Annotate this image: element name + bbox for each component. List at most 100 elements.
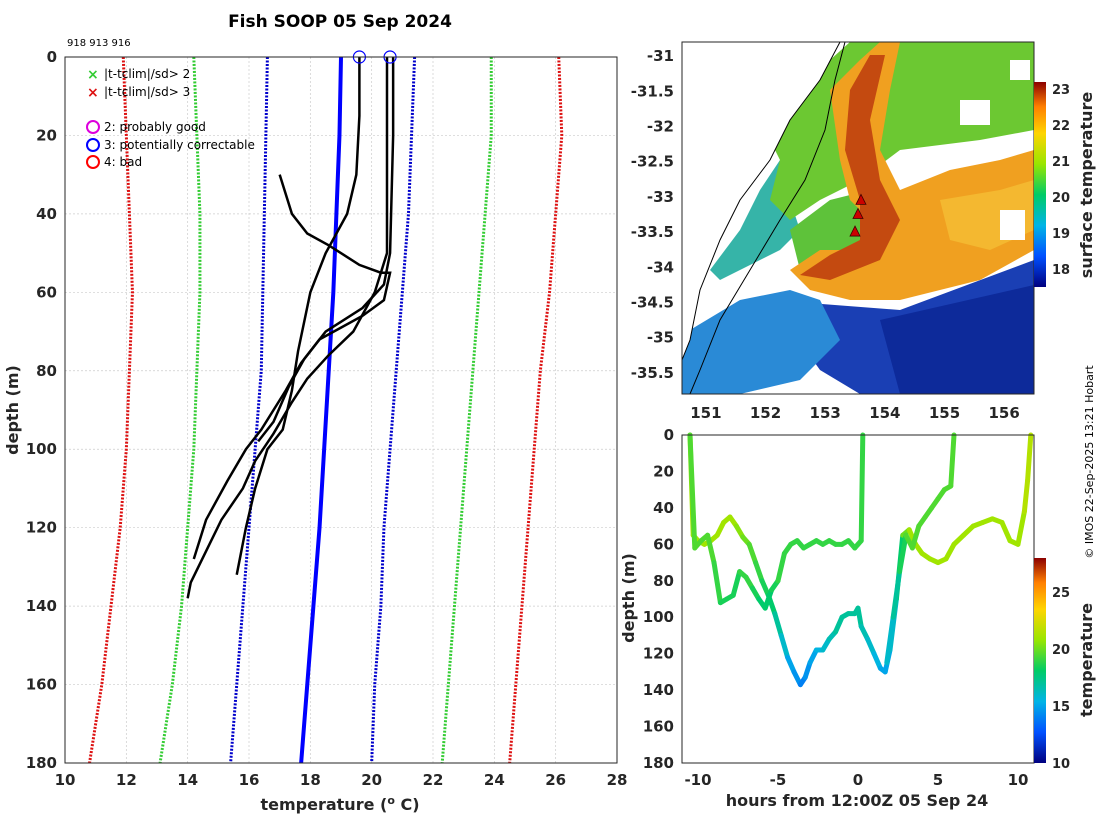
track-b-seg-12 [762,587,775,611]
map-coastline [682,42,841,361]
track-b-seg-7 [730,569,743,598]
legend-sd2-label: |t-tclim|/sd> 2 [104,67,190,81]
profile-913 [235,57,361,575]
map-land [682,42,840,360]
temp-cb-tick-25: 25 [1052,586,1070,601]
temp-colorbar-ticks: 10 15 20 25 [1052,586,1070,772]
track-c-seg-2 [897,532,909,575]
track-c-seg-1 [890,569,903,620]
track-a-seg-15 [778,632,791,660]
track-xlabel: hours from 12:00Z 05 Sep 24 [726,791,988,810]
track-c-seg-4 [909,523,922,551]
track-xtick-10: 10 [1008,771,1029,789]
climatology-lines [88,56,564,764]
map-ytick--34: -34 [647,258,674,276]
track-b-seg-4 [711,560,723,606]
track-a-seg-48 [999,519,1013,544]
profile-ylabel: depth (m) [3,365,22,455]
ytick-80: 80 [36,362,57,380]
depth-time-series [687,432,1034,688]
ytick-140: 140 [26,597,57,615]
track-ytick-80: 80 [653,572,674,590]
legend-flag3-marker [86,138,100,152]
track-ytick-160: 160 [643,718,674,736]
clim-mean-line [299,56,343,764]
legend-flag2-marker [86,120,100,134]
legend-sd3-label: |t-tclim|/sd> 3 [104,85,190,99]
track-c-seg-0 [884,614,896,666]
track-xtick--5: -5 [770,771,787,789]
map-ytick--33: -33 [647,188,674,206]
xtick-22: 22 [423,771,444,789]
legend-flag2-label: 2: probably good [104,120,206,134]
xtick-10: 10 [55,771,76,789]
clim-plus2sd-line [440,57,493,764]
station-ids: 918 913 916 [67,38,131,49]
map-stations [849,193,867,237]
track-a-seg-31 [871,651,883,671]
track-a-seg-24 [833,614,845,635]
track-b-seg-14 [775,550,787,584]
track-xtick-5: 5 [933,771,943,789]
sst-colorbar-ticks: 18 19 20 21 22 23 [1052,83,1070,278]
temperature-profiles [186,57,395,599]
map-ytick--34.5: -34.5 [631,293,674,311]
legend-sd2-marker: × [87,67,99,83]
sst-cb-tick-22: 22 [1052,119,1070,134]
track-ytick-40: 40 [653,499,674,517]
ytick-100: 100 [26,440,57,458]
profile-xlabel: temperature (o C) [260,794,419,815]
sst-cb-tick-21: 21 [1052,155,1070,170]
track-ytick-100: 100 [643,608,674,626]
track-a-seg-28 [855,605,864,629]
map-warm-band [760,42,1034,220]
map-xtick-156: 156 [989,404,1020,422]
map-xtick-154: 154 [869,404,900,422]
track-ytick-20: 20 [653,462,674,480]
track-xtick-0: 0 [853,771,863,789]
surface-temperature-map: 151 152 153 154 155 156 -31 -31.5 -32 -32.5 -33 -33… [631,41,1096,422]
track-ylabel: depth (m) [619,553,638,643]
track-ytick-0: 0 [664,426,674,444]
credit-line: © IMOS 22-Sep-2025 13:21 Hobart [1083,365,1096,559]
track-b-seg-0 [687,432,698,551]
clim-plus1sd-line [370,56,417,764]
station-marker-2 [849,225,861,237]
legend-flag4-marker [86,155,100,169]
ytick-160: 160 [26,676,57,694]
ytick-120: 120 [26,519,57,537]
track-ytick-60: 60 [653,535,674,553]
map-ytick--31: -31 [647,47,674,65]
map-ytick--32: -32 [647,117,674,135]
map-ytick--31.5: -31.5 [631,82,674,100]
sst-colorbar [1034,82,1046,287]
track-a-seg-11 [753,560,765,584]
sst-cb-tick-19: 19 [1052,227,1070,242]
xtick-12: 12 [116,771,137,789]
xtick-16: 16 [239,771,260,789]
legend-flag3-label: 3: potentially correctable [104,138,255,152]
ytick-60: 60 [36,283,57,301]
profile-axes-box [64,56,618,764]
xtick-26: 26 [545,771,566,789]
track-ytick-140: 140 [643,681,674,699]
track-a-seg-16 [785,654,797,675]
station-marker-0 [855,193,867,205]
map-shelf-contour [689,42,846,394]
track-axes-box [681,434,1035,764]
legend-sd3-marker: × [87,85,99,101]
map-xtick-152: 152 [750,404,781,422]
sst-cb-tick-20: 20 [1052,191,1070,206]
profile-ticks: 10 12 14 16 18 20 22 24 26 28 0 20 40 60 80 100 120 140 16… [26,48,628,789]
figure-title: Fish SOOP 05 Sep 2024 [228,12,452,32]
map-xtick-151: 151 [690,404,721,422]
xtick-18: 18 [300,771,321,789]
track-ytick-120: 120 [643,645,674,663]
track-b-seg-28 [858,432,866,544]
profile-upper-918 [257,174,392,443]
track-a-seg-52 [1025,432,1034,484]
map-xtick-153: 153 [810,404,841,422]
track-ytick-180: 180 [643,754,674,772]
